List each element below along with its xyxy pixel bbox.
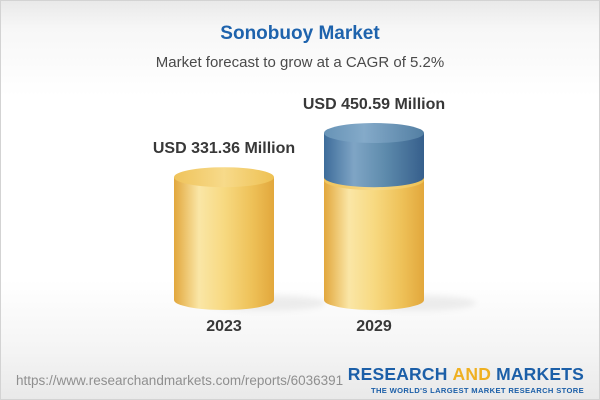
gold-segment-top (174, 167, 274, 188)
category-label-2023: 2023 (206, 318, 242, 335)
page-title: Sonobuoy Market (220, 23, 380, 44)
blue-segment-top (324, 123, 424, 143)
gold-segment-body (174, 177, 274, 310)
logo-word-research: RESEARCH (347, 364, 448, 384)
bar-2023 (174, 167, 326, 311)
category-label-2029: 2029 (356, 318, 392, 335)
blue-segment-body (324, 133, 424, 188)
gold-segment-body (324, 177, 424, 310)
header: Sonobuoy Market Market forecast to grow … (1, 1, 599, 71)
value-label-2029: USD 450.59 Million (302, 96, 446, 113)
subtitle: Market forecast to grow at a CAGR of 5.2… (155, 54, 445, 71)
logo-wordmark: RESEARCH AND MARKETS (347, 364, 584, 384)
report-url: https://www.researchandmarkets.com/repor… (16, 373, 344, 388)
research-and-markets-logo: RESEARCH AND MARKETS THE WORLD'S LARGEST… (347, 364, 584, 395)
logo-word-and: AND (452, 364, 492, 384)
logo-tagline: THE WORLD'S LARGEST MARKET RESEARCH STOR… (370, 385, 584, 395)
logo-word-markets: MARKETS (496, 364, 584, 384)
value-label-2023: USD 331.36 Million (152, 140, 296, 158)
bar-2029 (324, 123, 476, 311)
